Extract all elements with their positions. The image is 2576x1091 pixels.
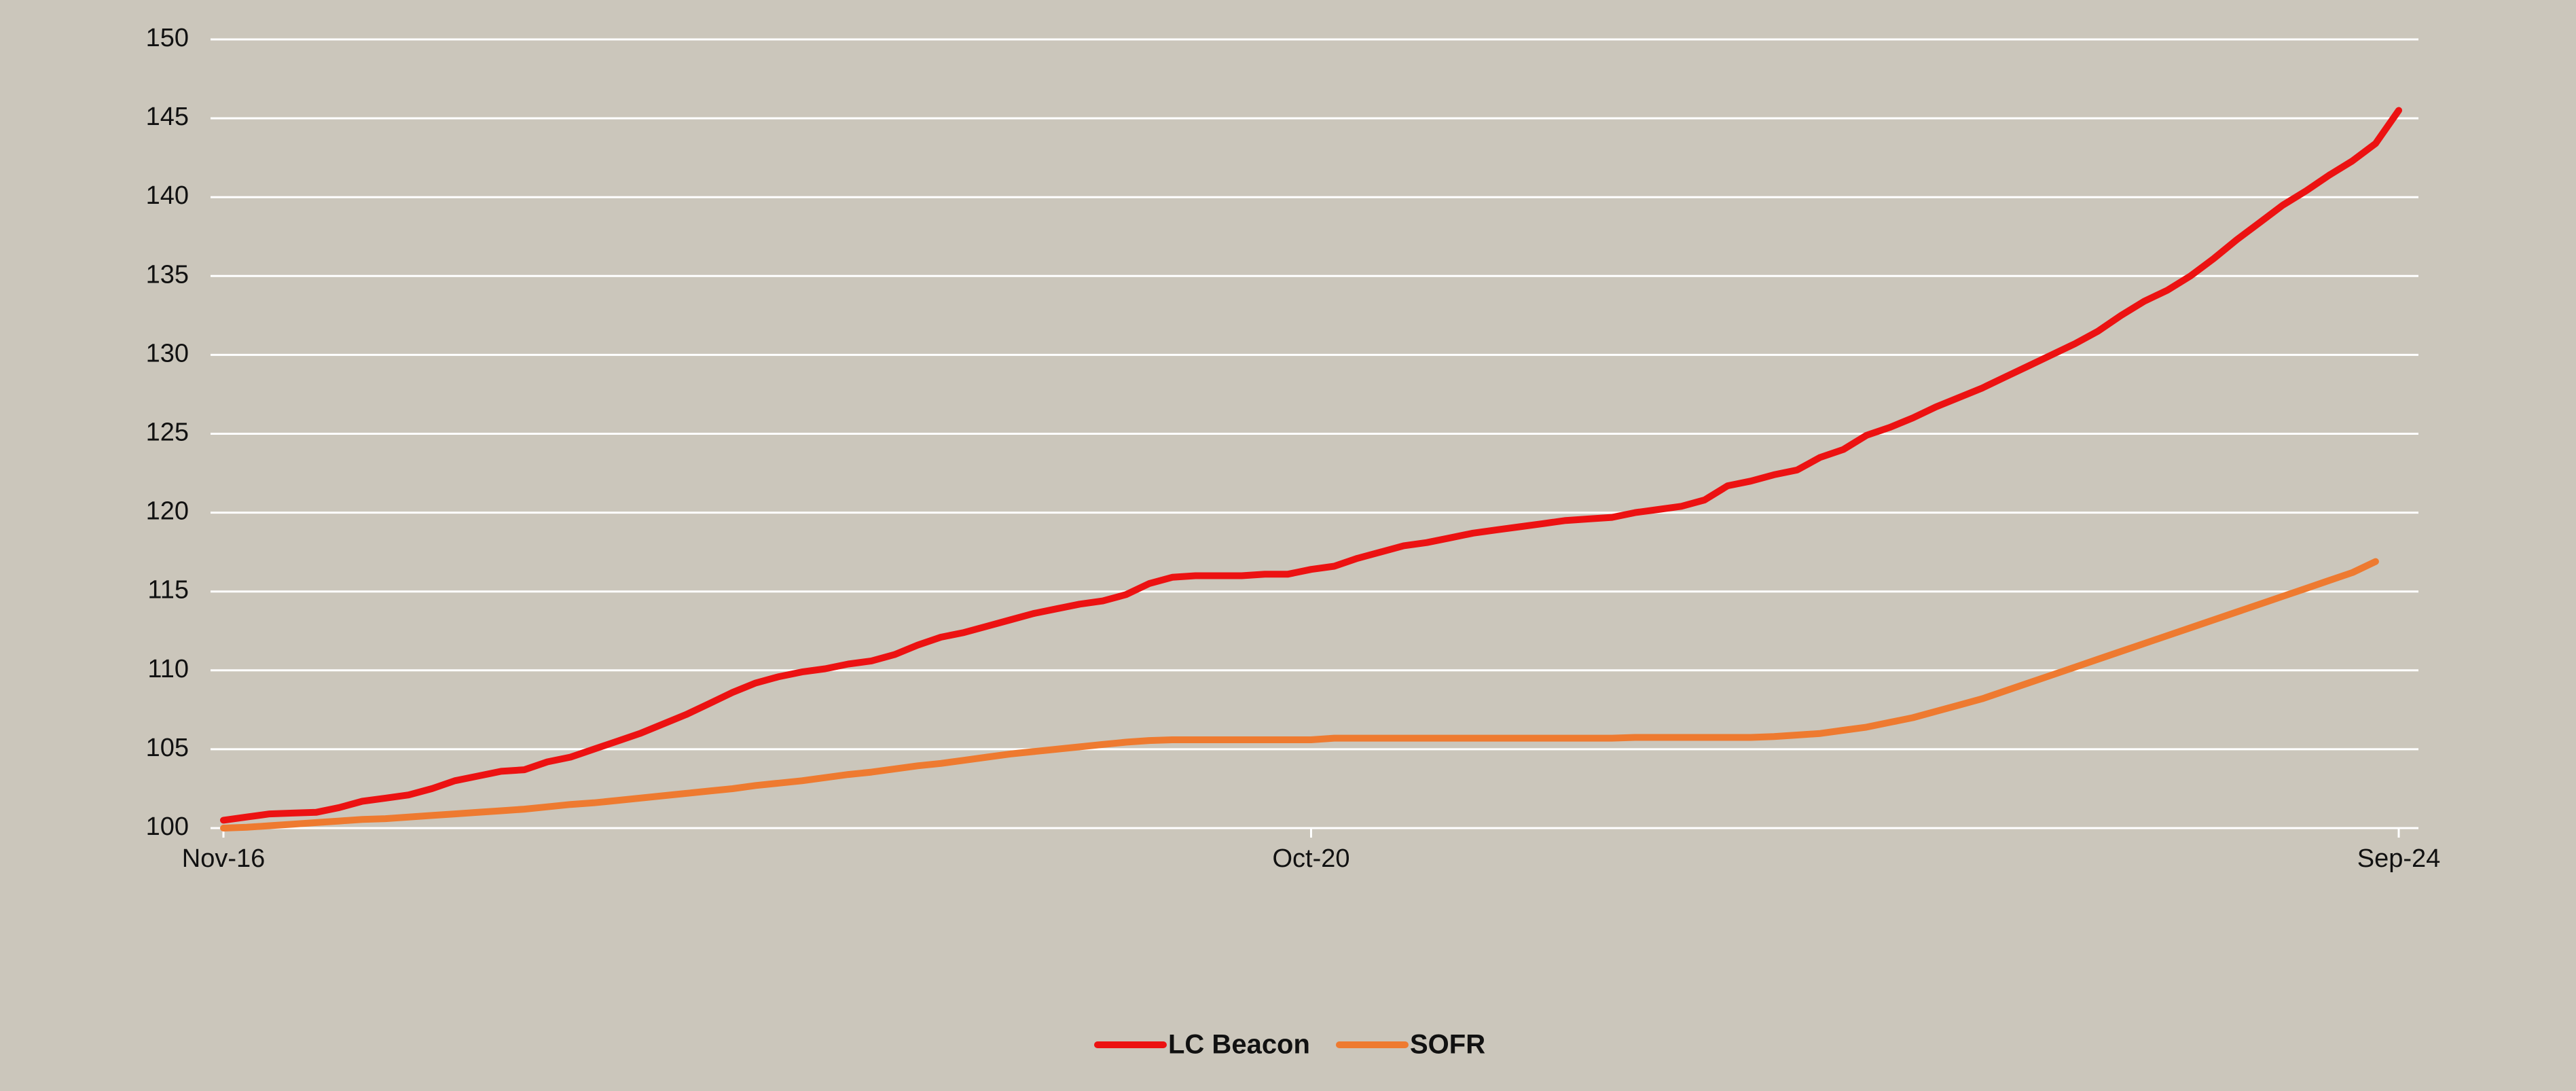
x-tick-label: Oct-20 (1272, 844, 1349, 873)
y-tick-label: 140 (146, 181, 189, 210)
y-tick-label: 115 (147, 576, 189, 605)
legend-text: SOFR (1410, 1030, 1485, 1060)
y-tick-label: 105 (146, 734, 189, 762)
y-tick-label: 150 (146, 24, 189, 52)
y-tick-label: 125 (146, 418, 189, 447)
y-tick-label: 120 (146, 497, 189, 526)
y-tick-label: 110 (147, 655, 189, 683)
x-tick-label: Sep-24 (2357, 844, 2441, 873)
legend-text: LC Beacon (1168, 1030, 1310, 1060)
series-line (220, 107, 2402, 824)
y-tick-label: 130 (146, 339, 189, 368)
x-tick-label: Nov-16 (182, 844, 266, 873)
y-tick-label: 100 (146, 812, 189, 841)
y-tick-label: 145 (146, 103, 189, 131)
y-tick-label: 135 (146, 260, 189, 289)
series-line (220, 558, 2379, 831)
